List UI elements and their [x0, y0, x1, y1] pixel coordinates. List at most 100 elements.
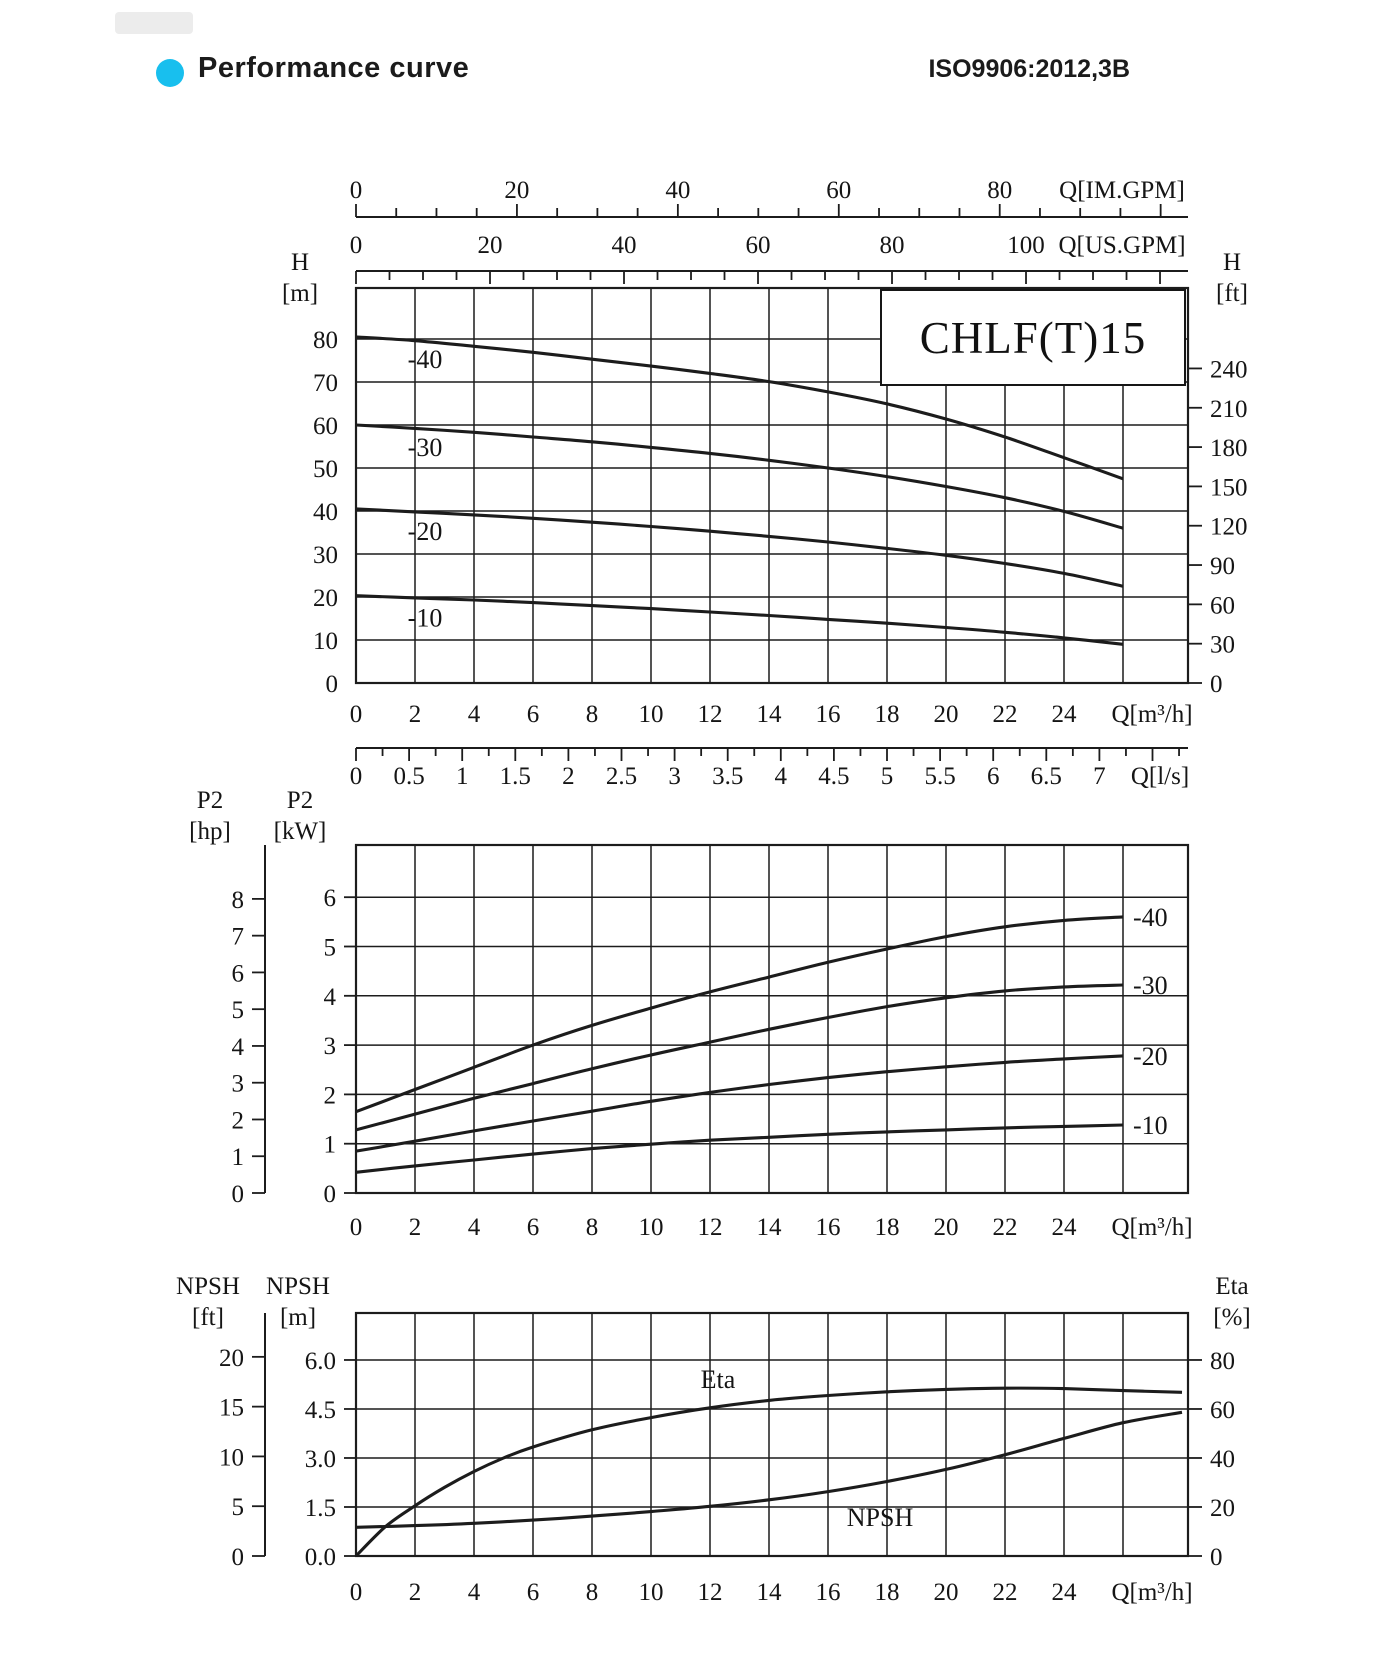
svg-text:5: 5 [232, 997, 245, 1024]
svg-text:P2: P2 [287, 787, 313, 814]
svg-text:[ft]: [ft] [192, 1304, 224, 1331]
svg-text:0.0: 0.0 [305, 1544, 336, 1571]
svg-text:0: 0 [350, 763, 363, 790]
svg-text:-20: -20 [408, 517, 443, 546]
svg-text:P2: P2 [197, 787, 223, 814]
svg-text:4: 4 [232, 1034, 245, 1061]
svg-text:1: 1 [232, 1144, 245, 1171]
svg-text:6: 6 [987, 763, 1000, 790]
svg-text:40: 40 [313, 499, 338, 526]
power-x-axis: 0 2 4 6 8 10 12 14 16 18 20 22 24 Q[m³/h] [350, 1214, 1193, 1241]
svg-text:Q[US.GPM]: Q[US.GPM] [1058, 232, 1185, 259]
svg-text:40: 40 [1210, 1446, 1235, 1473]
power-chart [354, 843, 1190, 1195]
svg-text:6: 6 [324, 885, 337, 912]
svg-text:40: 40 [665, 177, 690, 204]
svg-text:1: 1 [456, 763, 469, 790]
svg-text:-10: -10 [1133, 1111, 1168, 1140]
svg-text:7: 7 [1093, 763, 1106, 790]
svg-text:60: 60 [826, 177, 851, 204]
iso-standard-label: ISO9906:2012,3B [928, 55, 1130, 83]
svg-text:60: 60 [313, 413, 338, 440]
svg-text:10: 10 [639, 1214, 664, 1241]
svg-text:4: 4 [775, 763, 788, 790]
svg-text:20: 20 [1210, 1495, 1235, 1522]
svg-text:4: 4 [468, 701, 481, 728]
svg-text:0: 0 [232, 1544, 245, 1571]
svg-text:[kW]: [kW] [274, 818, 327, 845]
h-ft-axis: H [ft] 0 30 60 90 120 150 180 210 240 [1188, 249, 1248, 698]
svg-text:15: 15 [219, 1395, 244, 1422]
svg-text:-20: -20 [1133, 1042, 1168, 1071]
q-imgpm-axis: 0 20 40 60 80 Q[IM.GPM] [350, 177, 1188, 218]
svg-text:0: 0 [350, 1579, 363, 1606]
svg-text:NPSH: NPSH [847, 1503, 914, 1532]
svg-text:18: 18 [875, 1579, 900, 1606]
svg-text:H: H [291, 249, 309, 276]
svg-text:30: 30 [313, 542, 338, 569]
svg-text:8: 8 [586, 701, 599, 728]
svg-text:NPSH: NPSH [176, 1273, 240, 1300]
svg-text:80: 80 [313, 327, 338, 354]
svg-text:Q[m³/h]: Q[m³/h] [1111, 1579, 1192, 1606]
svg-text:3.0: 3.0 [305, 1446, 336, 1473]
svg-text:10: 10 [639, 1579, 664, 1606]
h-m-axis: H [m] 0 10 20 30 40 50 60 70 80 [282, 249, 338, 698]
svg-text:6.5: 6.5 [1031, 763, 1062, 790]
svg-text:Q[m³/h]: Q[m³/h] [1111, 701, 1192, 728]
svg-text:20: 20 [219, 1345, 244, 1372]
svg-text:[ft]: [ft] [1216, 280, 1248, 307]
head-curves: -40 -30 -20 -10 [355, 335, 1124, 646]
svg-text:12: 12 [698, 701, 723, 728]
svg-text:H: H [1223, 249, 1241, 276]
svg-text:0: 0 [326, 671, 339, 698]
svg-text:16: 16 [816, 1579, 841, 1606]
svg-text:2.5: 2.5 [606, 763, 637, 790]
svg-text:24: 24 [1052, 701, 1078, 728]
svg-text:90: 90 [1210, 553, 1235, 580]
svg-text:1.5: 1.5 [500, 763, 531, 790]
svg-text:0: 0 [350, 232, 363, 259]
svg-text:60: 60 [1210, 1397, 1235, 1424]
svg-text:100: 100 [1007, 232, 1045, 259]
npsh-eta-chart [354, 1311, 1190, 1558]
svg-text:20: 20 [478, 232, 503, 259]
svg-text:22: 22 [993, 1579, 1018, 1606]
svg-text:24: 24 [1052, 1579, 1078, 1606]
svg-text:Eta: Eta [1215, 1273, 1248, 1300]
svg-text:70: 70 [313, 370, 338, 397]
npsh-eta-curves: Eta NPSH [354, 1365, 1183, 1558]
svg-text:2: 2 [232, 1107, 245, 1134]
svg-text:150: 150 [1210, 474, 1248, 501]
p2-kw-axis: P2 [kW] 0 1 2 3 4 5 6 [274, 787, 356, 1208]
svg-text:14: 14 [757, 1579, 783, 1606]
svg-text:6: 6 [527, 1579, 540, 1606]
svg-text:5: 5 [232, 1494, 245, 1521]
watermark-logo [115, 12, 193, 34]
svg-text:2: 2 [324, 1082, 337, 1109]
svg-text:50: 50 [313, 456, 338, 483]
npsh-m-axis: NPSH [m] 0.0 1.5 3.0 4.5 6.0 [266, 1273, 356, 1571]
p2-hp-axis: P2 [hp] 0 1 2 3 4 5 6 7 8 [189, 787, 266, 1208]
svg-text:30: 30 [1210, 632, 1235, 659]
svg-text:8: 8 [232, 887, 245, 914]
svg-text:20: 20 [934, 701, 959, 728]
svg-text:0: 0 [1210, 671, 1223, 698]
svg-text:4: 4 [468, 1579, 481, 1606]
q-ls-axis: 0 0.5 1 1.5 2 2.5 3 3.5 4 4.5 5 5.5 6 6.5 7 Q[l/s] [350, 747, 1189, 790]
svg-text:8: 8 [586, 1214, 599, 1241]
model-label-box: CHLF(T)15 [880, 289, 1186, 386]
svg-text:16: 16 [816, 1214, 841, 1241]
q-m3h-axis: 0 2 4 6 8 10 12 14 16 18 20 22 24 Q[m³/h] [350, 701, 1193, 728]
q-usgpm-axis: 0 20 40 60 80 100 Q[US.GPM] [350, 232, 1188, 284]
svg-text:10: 10 [313, 628, 338, 655]
svg-text:[%]: [%] [1213, 1304, 1250, 1331]
svg-text:[m]: [m] [280, 1304, 316, 1331]
npsh-x-axis: 0 2 4 6 8 10 12 14 16 18 20 22 24 Q[m³/h] [350, 1579, 1193, 1606]
svg-text:-40: -40 [408, 345, 443, 374]
svg-text:80: 80 [1210, 1348, 1235, 1375]
svg-text:0: 0 [350, 177, 363, 204]
svg-text:120: 120 [1210, 514, 1248, 541]
page-title: Performance curve [198, 52, 470, 84]
